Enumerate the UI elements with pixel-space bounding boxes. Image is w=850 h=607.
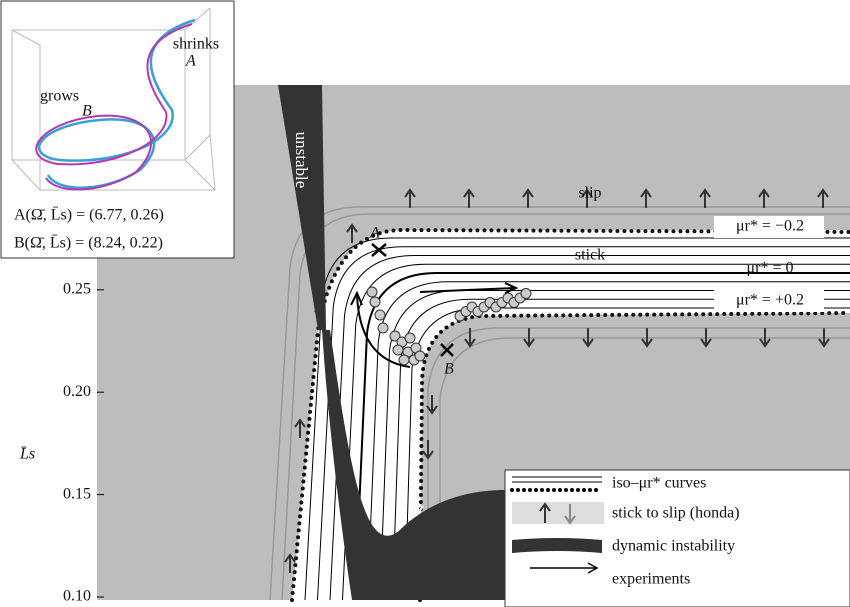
arrow bbox=[419, 282, 519, 294]
iso-curve bbox=[427, 327, 850, 600]
inset-frame bbox=[11, 7, 217, 191]
point-marker bbox=[371, 243, 454, 357]
iso-curve bbox=[354, 272, 850, 601]
inset-label: shrinks bbox=[173, 36, 219, 53]
experiment bbox=[369, 296, 381, 308]
arrow bbox=[817, 188, 829, 208]
arrow bbox=[284, 553, 296, 573]
inset-label: A bbox=[185, 53, 196, 70]
inset-label: grows bbox=[40, 88, 79, 105]
stick-region bbox=[292, 230, 850, 600]
experiment bbox=[389, 330, 401, 342]
inset-label: A(Ω̄, L̄s) = (6.77, 0.26) bbox=[14, 207, 164, 224]
experiment bbox=[366, 286, 378, 298]
arrow bbox=[759, 328, 771, 348]
instability bbox=[322, 330, 505, 600]
inset-label: B bbox=[82, 103, 92, 120]
point-label: B bbox=[444, 361, 454, 378]
y-tick-label: 0.25 bbox=[63, 280, 91, 297]
arrow bbox=[464, 328, 476, 348]
legend-icon bbox=[530, 562, 599, 574]
iso-curve-dotted bbox=[418, 311, 850, 602]
label-box bbox=[714, 290, 824, 312]
arrow bbox=[314, 303, 326, 323]
legend-icon bbox=[512, 538, 602, 553]
arrow bbox=[463, 188, 475, 208]
y-tick-label: 0.10 bbox=[63, 588, 91, 605]
iso-curve bbox=[439, 337, 850, 600]
legend-label: stick to slip (honda) bbox=[612, 505, 740, 522]
region-label: unstable bbox=[292, 132, 311, 189]
arrow bbox=[522, 188, 534, 208]
arrow bbox=[641, 328, 653, 348]
arrow bbox=[350, 290, 411, 368]
experiment bbox=[374, 309, 386, 321]
experiment bbox=[404, 332, 416, 344]
legend-label: iso–μr* curves bbox=[612, 475, 706, 492]
arrow bbox=[758, 188, 770, 208]
curve-label: μr* = −0.2 bbox=[736, 218, 804, 235]
iso-curve bbox=[329, 255, 850, 601]
inset-curve bbox=[35, 23, 193, 191]
inset-curve bbox=[38, 18, 196, 189]
arrow bbox=[818, 328, 830, 348]
diagram bbox=[269, 85, 850, 602]
point-label: A bbox=[369, 225, 380, 242]
arrow bbox=[422, 440, 434, 460]
arrow bbox=[581, 188, 593, 208]
arrow bbox=[404, 188, 416, 208]
iso-curve bbox=[317, 246, 850, 601]
curve-label: μr* = +0.2 bbox=[736, 292, 804, 309]
arrow bbox=[426, 395, 438, 415]
legend-label: dynamic instability bbox=[612, 538, 735, 555]
experiment bbox=[377, 322, 389, 334]
region-label: slip bbox=[578, 185, 601, 202]
instability bbox=[278, 85, 326, 330]
iso-curve bbox=[342, 263, 850, 601]
arrow bbox=[294, 418, 306, 438]
arrow bbox=[640, 188, 652, 208]
inset-label: B(Ω̄, L̄s) = (8.24, 0.22) bbox=[14, 235, 163, 252]
experiment bbox=[398, 354, 410, 366]
label-box bbox=[714, 216, 824, 238]
y-axis-label: L̄s bbox=[19, 446, 35, 463]
experiment bbox=[392, 344, 404, 356]
legend-icon bbox=[539, 502, 551, 523]
arrow bbox=[699, 188, 711, 208]
curve-label: μr* = 0 bbox=[747, 260, 794, 277]
iso-curve-dotted bbox=[290, 227, 850, 602]
legend-label: experiments bbox=[612, 571, 690, 588]
experiment bbox=[520, 288, 532, 299]
legend-icon bbox=[564, 504, 576, 525]
arrow bbox=[700, 328, 712, 348]
legend-icon bbox=[512, 502, 604, 524]
inset: shrinks A grows B A(Ω̄, L̄s) = (6.77, 0.… bbox=[0, 0, 235, 259]
iso-curve bbox=[367, 281, 850, 601]
arrow bbox=[582, 328, 594, 348]
y-tick-label: 0.15 bbox=[63, 485, 91, 502]
y-tick-label: 0.20 bbox=[63, 383, 91, 400]
arrow bbox=[346, 223, 358, 243]
arrow bbox=[523, 328, 535, 348]
experiment bbox=[414, 350, 426, 362]
region-label: stick bbox=[575, 247, 605, 264]
legend: iso–μr* curves stick to slip (honda) dyn… bbox=[504, 469, 850, 607]
arrow bbox=[412, 495, 424, 515]
